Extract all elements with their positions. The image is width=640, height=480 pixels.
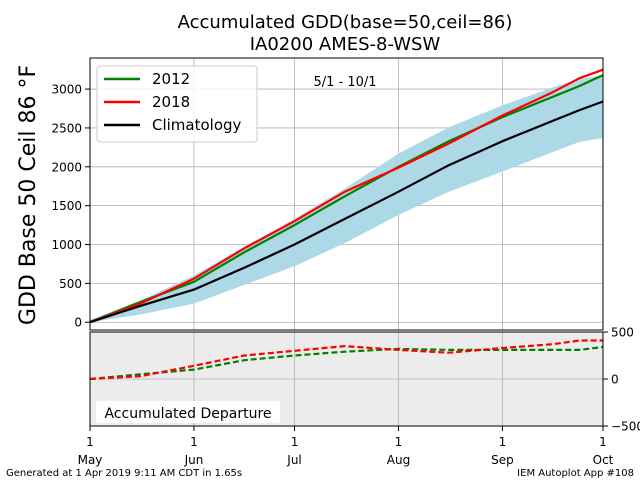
x-tick-month-label: May bbox=[78, 453, 103, 467]
departure-label: Accumulated Departure bbox=[104, 406, 271, 422]
top-y-tick-label: 3000 bbox=[51, 83, 82, 97]
x-tick-month-label: Jun bbox=[184, 453, 204, 467]
date-range-annotation: 5/1 - 10/1 bbox=[313, 75, 376, 90]
x-tick-month-label: Oct bbox=[593, 453, 614, 467]
departure-y-ticks: −500 0 500 bbox=[603, 326, 640, 434]
x-tick-day-label: 1 bbox=[190, 435, 198, 449]
departure-y-tick-label: 500 bbox=[611, 326, 634, 340]
top-y-tick-label: 1000 bbox=[51, 238, 82, 252]
departure-panel: −5000500 Accumulated Departure 1May1Jun1… bbox=[78, 326, 640, 468]
x-tick-month-label: Sep bbox=[491, 453, 514, 467]
legend-box bbox=[96, 65, 258, 143]
y-axis-label: GDD Base 50 Ceil 86 °F bbox=[16, 65, 41, 325]
footer-generated: Generated at 1 Apr 2019 9:11 AM CDT in 1… bbox=[6, 468, 242, 479]
departure-y-tick-label: −500 bbox=[611, 420, 640, 434]
legend-items: 2012 2018 Climatology bbox=[104, 70, 242, 134]
series-line-climatology bbox=[89, 100, 604, 324]
top-y-tick-label: 2500 bbox=[51, 121, 82, 135]
chart-title-line2: IA0200 AMES-8-WSW bbox=[250, 34, 441, 55]
legend-label-2018: 2018 bbox=[152, 93, 190, 111]
x-tick-day-label: 1 bbox=[291, 435, 299, 449]
top-y-tick-label: 500 bbox=[59, 277, 82, 291]
x-axis-ticks: 1 May 1 Jun 1 Jul 1 Aug 1 Sep 1 Oct bbox=[78, 426, 614, 467]
legend-label-2012: 2012 bbox=[152, 70, 190, 88]
chart-title-line1: Accumulated GDD(base=50,ceil=86) bbox=[178, 12, 513, 33]
series-line-2012 bbox=[89, 74, 604, 324]
climatology-range-band bbox=[90, 75, 603, 323]
top-y-tick-label: 1500 bbox=[51, 199, 82, 213]
departure-series-lines bbox=[89, 339, 604, 381]
top-plot-frame bbox=[89, 57, 604, 331]
departure-line-2018 bbox=[89, 339, 603, 381]
x-tick-month-label: Jul bbox=[286, 453, 301, 467]
x-tick-day-label: 1 bbox=[395, 435, 403, 449]
departure-line-2012 bbox=[89, 345, 604, 381]
departure-y-tick-label: 0 bbox=[611, 373, 619, 387]
top-panel: 0 500 1000 1500 2000 2500 3000 5/1 - 10/1 GDD … bbox=[16, 57, 604, 331]
x-tick-month-label: Aug bbox=[387, 453, 410, 467]
legend: 2012 2018 Climatology bbox=[96, 65, 258, 143]
top-y-tick-label: 2000 bbox=[51, 160, 82, 174]
top-y-ticks: 0 500 1000 1500 2000 2500 3000 bbox=[51, 83, 90, 330]
top-y-tick-label: 0 bbox=[74, 316, 82, 330]
departure-label-box bbox=[96, 401, 280, 423]
x-tick-day-label: 1 bbox=[499, 435, 507, 449]
series-line-2018 bbox=[89, 68, 604, 324]
x-tick-day-label: 1 bbox=[86, 435, 94, 449]
x-tick-day-label: 1 bbox=[599, 435, 607, 449]
top-series-lines bbox=[89, 68, 604, 324]
footer-app: IEM Autoplot App #108 bbox=[517, 468, 634, 479]
legend-label-climatology: Climatology bbox=[152, 116, 242, 134]
